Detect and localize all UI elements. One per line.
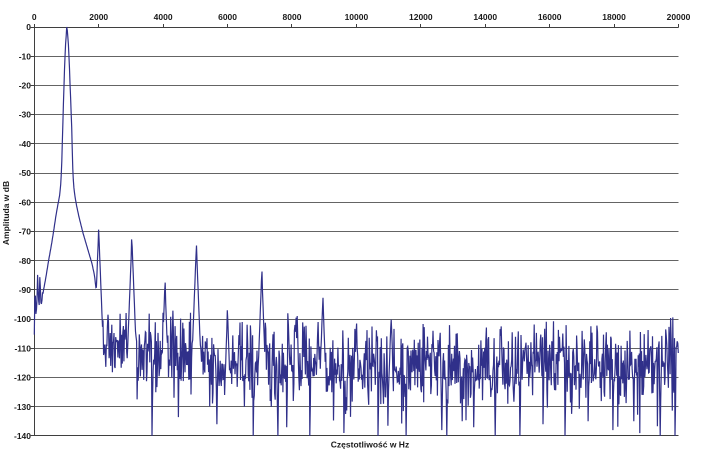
svg-text:20000: 20000 xyxy=(667,12,691,22)
svg-text:8000: 8000 xyxy=(283,12,302,22)
svg-text:-140: -140 xyxy=(14,431,31,441)
svg-text:12000: 12000 xyxy=(409,12,433,22)
svg-text:-130: -130 xyxy=(14,402,31,412)
svg-text:6000: 6000 xyxy=(218,12,237,22)
svg-text:Częstotliwość w Hz: Częstotliwość w Hz xyxy=(331,440,409,450)
svg-text:-90: -90 xyxy=(19,285,32,295)
svg-text:-20: -20 xyxy=(19,81,32,91)
svg-text:4000: 4000 xyxy=(154,12,173,22)
svg-text:-40: -40 xyxy=(19,139,32,149)
svg-text:0: 0 xyxy=(32,12,37,22)
svg-text:-100: -100 xyxy=(14,314,31,324)
svg-text:-30: -30 xyxy=(19,110,32,120)
svg-text:-120: -120 xyxy=(14,373,31,383)
svg-text:-70: -70 xyxy=(19,227,32,237)
svg-text:-10: -10 xyxy=(19,51,32,61)
svg-text:-60: -60 xyxy=(19,197,32,207)
svg-text:0: 0 xyxy=(26,22,31,32)
svg-text:2000: 2000 xyxy=(89,12,108,22)
svg-text:10000: 10000 xyxy=(345,12,369,22)
svg-text:Amplituda w dB: Amplituda w dB xyxy=(1,181,11,245)
svg-text:-110: -110 xyxy=(14,343,31,353)
svg-text:-50: -50 xyxy=(19,168,32,178)
svg-text:16000: 16000 xyxy=(538,12,562,22)
svg-text:14000: 14000 xyxy=(473,12,497,22)
svg-text:-80: -80 xyxy=(19,256,32,266)
svg-text:18000: 18000 xyxy=(602,12,626,22)
